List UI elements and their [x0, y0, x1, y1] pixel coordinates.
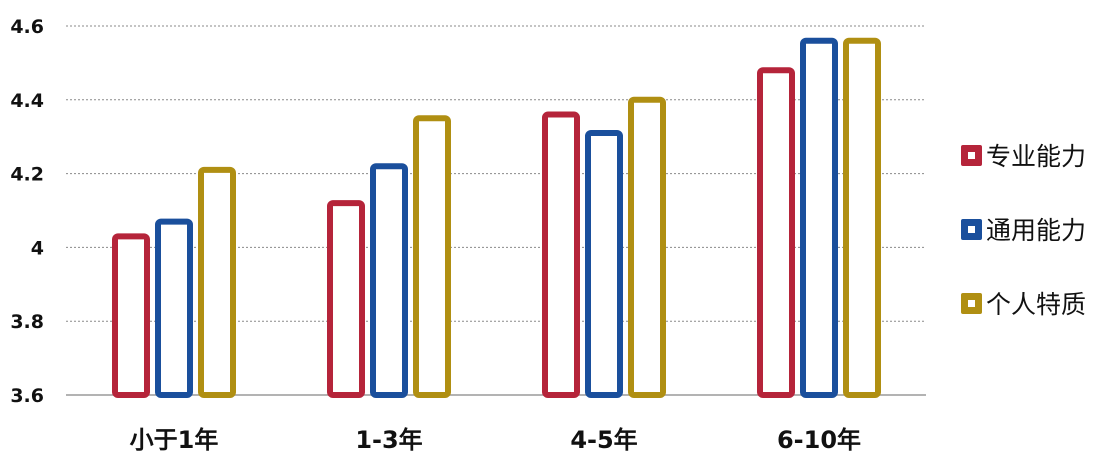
y-tick-label: 4.6 [10, 16, 44, 38]
x-axis: 小于1年 1-3年 4-5年 6-10年 [130, 426, 861, 452]
x-tick-label: 1-3年 [355, 426, 422, 452]
gridlines [66, 25, 926, 396]
bar-1-4: 专业能力 6-10年: 4.48 [757, 67, 795, 398]
y-tick-label: 4.4 [10, 90, 44, 112]
bar-1-3: 专业能力 4-5年: 4.36 [542, 111, 580, 398]
bar-1-2: 专业能力 1-3年: 4.12 [327, 200, 365, 398]
bar-1-1: 专业能力 小于1年: 4.03 [112, 233, 150, 398]
legend-label: 专业能力 [986, 142, 1086, 171]
x-tick-label: 4-5年 [570, 426, 637, 452]
y-tick-label: 4.2 [10, 164, 44, 186]
bar-3-4: 个人特质 6-10年: 4.56 [843, 37, 881, 398]
y-tick-label: 3.6 [10, 385, 44, 407]
bars: 专业能力 小于1年: 4.03通用能力 小于1年: 4.07个人特质 小于1年:… [112, 37, 881, 399]
bar-3-1: 个人特质 小于1年: 4.21 [198, 166, 236, 398]
bar-2-1: 通用能力 小于1年: 4.07 [155, 218, 193, 398]
bar-2-2: 通用能力 1-3年: 4.22 [370, 163, 408, 398]
legend-swatch-inner [968, 226, 975, 233]
legend-swatch-inner [968, 152, 975, 159]
bar-2-4: 通用能力 6-10年: 4.56 [800, 37, 838, 398]
bar-3-3: 个人特质 4-5年: 4.4 [628, 96, 666, 399]
legend-label: 个人特质 [986, 290, 1086, 319]
y-tick-label: 4 [31, 237, 44, 259]
x-tick-label: 小于1年 [130, 426, 219, 452]
x-tick-label: 6-10年 [777, 426, 861, 452]
y-tick-label: 3.8 [10, 311, 44, 333]
bar-3-2: 个人特质 1-3年: 4.35 [413, 115, 451, 398]
legend-label: 通用能力 [986, 216, 1086, 245]
y-axis: 3.6 3.8 4 4.2 4.4 4.6 [10, 16, 44, 407]
bar-2-3: 通用能力 4-5年: 4.31 [585, 130, 623, 398]
legend-swatch-inner [968, 300, 975, 307]
